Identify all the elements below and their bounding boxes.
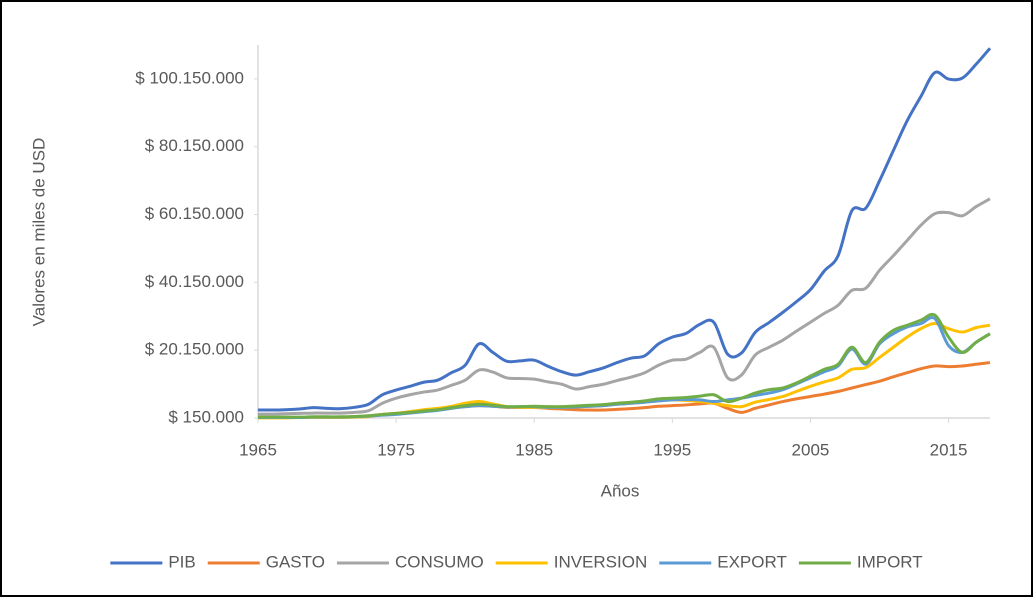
x-tick-label: 2015	[930, 440, 968, 459]
y-axis-title: Valores en miles de USD	[29, 138, 48, 327]
legend-label: PIB	[168, 552, 195, 571]
x-tick-label: 1975	[377, 440, 415, 459]
y-tick-label: $ 80.150.000	[145, 136, 244, 155]
y-tick-label: $ 150.000	[168, 407, 244, 426]
legend-label: CONSUMO	[395, 552, 484, 571]
y-tick-label: $ 40.150.000	[145, 272, 244, 291]
data-line	[257, 312, 991, 419]
y-tick-label: $ 20.150.000	[145, 340, 244, 359]
x-tick-label: 1985	[515, 440, 553, 459]
data-line	[257, 47, 992, 412]
x-tick-label: 2005	[792, 440, 830, 459]
data-line	[257, 197, 991, 416]
y-tick-label: $ 100.150.000	[135, 68, 244, 87]
legend-label: GASTO	[266, 552, 325, 571]
x-tick-label: 1995	[653, 440, 691, 459]
legend-label: EXPORT	[717, 552, 787, 571]
x-tick-label: 1965	[239, 440, 277, 459]
legend-label: INVERSION	[554, 552, 648, 571]
x-axis-title: Años	[601, 481, 640, 500]
y-tick-label: $ 60.150.000	[145, 204, 244, 223]
legend-label: IMPORT	[857, 552, 923, 571]
